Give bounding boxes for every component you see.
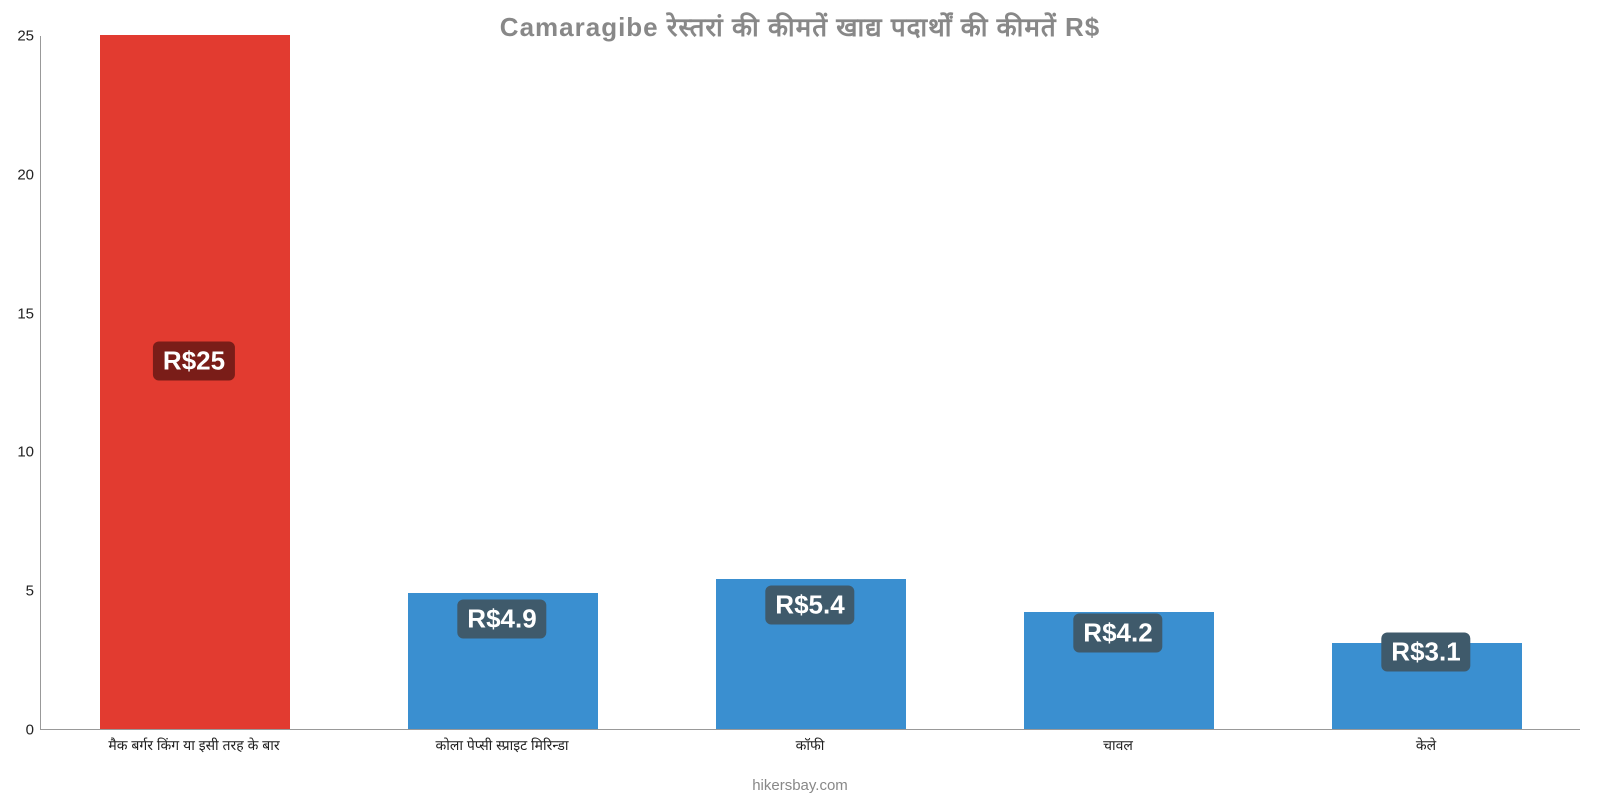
plot-area — [40, 36, 1580, 730]
x-tick-label: कोला पेप्सी स्प्राइट मिरिन्डा — [435, 736, 568, 755]
x-tick-label: केले — [1416, 736, 1436, 755]
y-tick-label: 10 — [4, 444, 34, 461]
attribution-text: hikersbay.com — [0, 777, 1600, 794]
value-label: R$4.2 — [1073, 613, 1162, 652]
value-label: R$3.1 — [1381, 633, 1470, 672]
y-tick-label: 20 — [4, 166, 34, 183]
bar — [100, 35, 291, 729]
y-tick-label: 5 — [4, 583, 34, 600]
x-tick-label: चावल — [1103, 736, 1133, 755]
x-tick-label: कॉफी — [796, 736, 825, 755]
value-label: R$5.4 — [765, 586, 854, 625]
y-tick-label: 0 — [4, 722, 34, 739]
y-tick-label: 25 — [4, 28, 34, 45]
value-label: R$4.9 — [457, 599, 546, 638]
value-label: R$25 — [153, 341, 235, 380]
y-tick-label: 15 — [4, 305, 34, 322]
x-tick-label: मैक बर्गर किंग या इसी तरह के बार — [108, 736, 279, 755]
chart-container: Camaragibe रेस्तरां की कीमतें खाद्य पदार… — [0, 0, 1600, 800]
